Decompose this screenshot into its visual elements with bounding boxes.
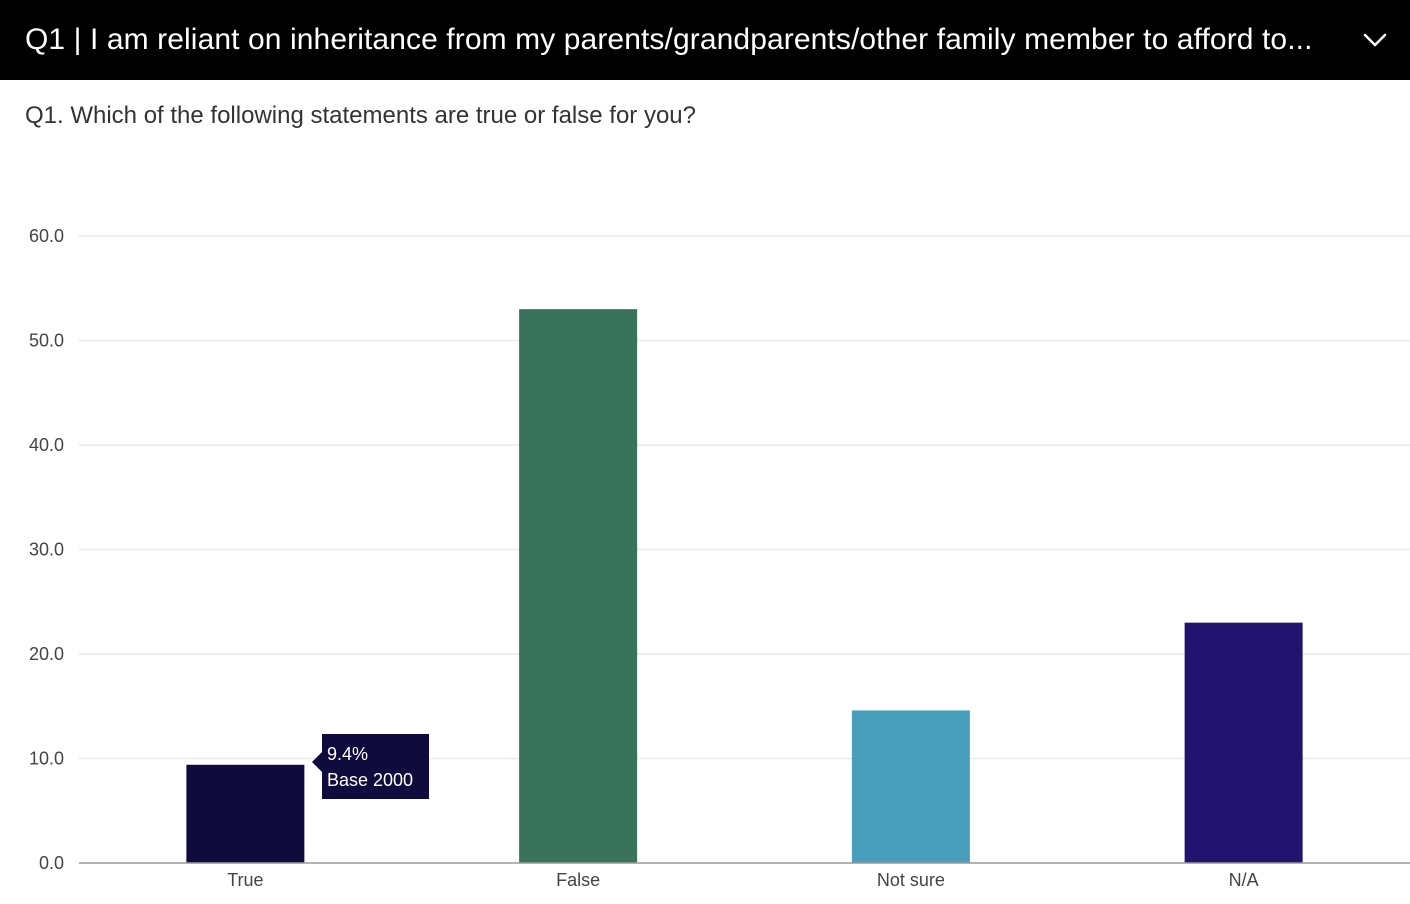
y-tick-label: 30.0: [29, 540, 64, 560]
tooltip-value: 9.4%: [327, 744, 369, 764]
bar-not-sure: [851, 710, 970, 863]
x-tick-label: N/A: [1229, 870, 1259, 890]
chart-subtitle: Q1. Which of the following statements ar…: [25, 102, 696, 129]
bar-true: [186, 764, 305, 863]
x-tick-label: True: [227, 870, 263, 890]
y-tick-label: 60.0: [29, 226, 64, 246]
y-tick-label: 10.0: [29, 749, 64, 769]
tooltip-base: Base 2000: [327, 770, 414, 790]
bar-n-a: [1184, 622, 1303, 863]
y-tick-label: 50.0: [29, 331, 64, 351]
x-tick-label: Not sure: [877, 870, 945, 890]
question-selector[interactable]: Q1 | I am reliant on inheritance from my…: [0, 0, 1410, 80]
chevron-down-icon[interactable]: [1360, 25, 1390, 55]
x-tick-label: False: [556, 870, 600, 890]
bar-false: [519, 309, 638, 863]
y-tick-label: 20.0: [29, 644, 64, 664]
y-tick-label: 40.0: [29, 435, 64, 455]
y-tick-label: 0.0: [39, 853, 64, 873]
bar-tooltip: 9.4% Base 2000: [312, 734, 429, 799]
